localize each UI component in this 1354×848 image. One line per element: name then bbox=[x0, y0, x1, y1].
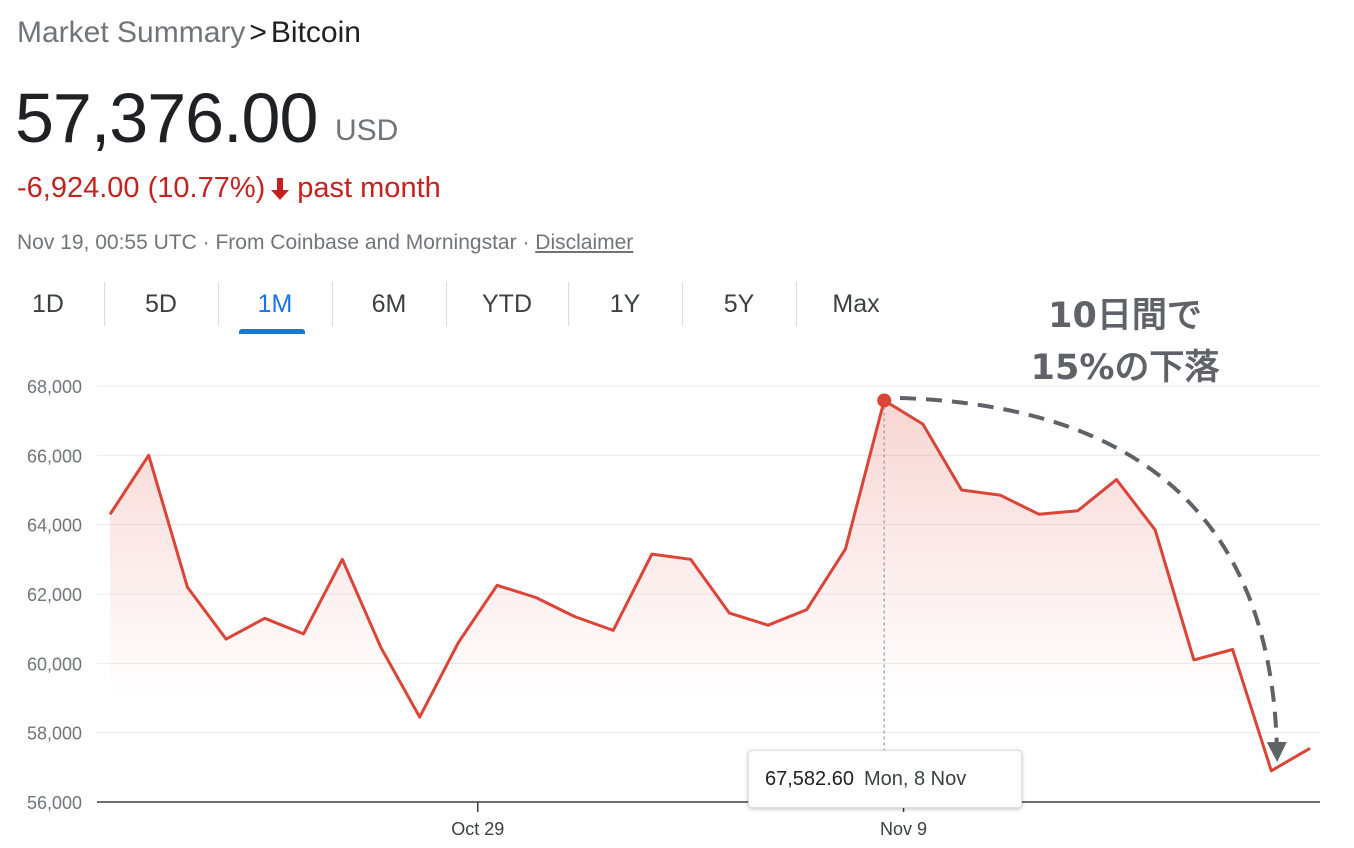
tab-label: 1Y bbox=[609, 290, 641, 318]
annotation-line-2: 15%の下落 bbox=[1030, 348, 1220, 388]
tab-5d[interactable]: 5D bbox=[104, 280, 218, 328]
y-tick-label: 60,000 bbox=[27, 654, 82, 674]
tab-divider bbox=[682, 282, 683, 326]
tab-label: YTD bbox=[482, 290, 532, 318]
y-tick-label: 56,000 bbox=[27, 793, 82, 813]
breadcrumb-current: Bitcoin bbox=[270, 16, 361, 49]
disclaimer-link[interactable]: Disclaimer bbox=[535, 231, 634, 254]
x-axis: Oct 29 Nov 9 bbox=[451, 802, 927, 839]
tab-divider bbox=[796, 282, 797, 326]
arrow-down-icon bbox=[271, 177, 290, 200]
tab-1y[interactable]: 1Y bbox=[568, 280, 682, 328]
breadcrumb-root[interactable]: Market Summary bbox=[17, 16, 246, 49]
tab-1d[interactable]: 1D bbox=[0, 280, 105, 328]
change-percent: (10.77%) bbox=[147, 172, 266, 204]
y-tick-label: 68,000 bbox=[27, 377, 82, 397]
x-tick-label: Nov 9 bbox=[880, 819, 927, 839]
tab-label: 5D bbox=[145, 290, 177, 318]
tab-1m[interactable]: 1M bbox=[218, 280, 332, 334]
tab-divider bbox=[218, 282, 219, 326]
tab-divider bbox=[568, 282, 569, 326]
change-amount: -6,924.00 bbox=[17, 172, 140, 204]
price-area bbox=[110, 400, 1310, 771]
tab-label: 1M bbox=[257, 290, 293, 318]
range-tabs: 1D 5D 1M 6M YTD 1Y 5Y Max bbox=[0, 280, 920, 336]
breadcrumb: Market Summary > Bitcoin bbox=[17, 16, 361, 50]
tab-label: 6M bbox=[371, 290, 407, 318]
chart-tooltip: 67,582.60 Mon, 8 Nov bbox=[748, 750, 1022, 808]
tab-divider bbox=[104, 282, 105, 326]
breadcrumb-separator: > bbox=[249, 16, 267, 49]
tab-label: Max bbox=[832, 290, 880, 318]
active-tab-indicator bbox=[239, 329, 305, 334]
tooltip-date: Mon, 8 Nov bbox=[863, 768, 967, 790]
y-tick-label: 64,000 bbox=[27, 516, 82, 536]
tab-max[interactable]: Max bbox=[799, 280, 913, 328]
y-tick-label: 58,000 bbox=[27, 724, 82, 744]
quote-timestamp: Nov 19, 00:55 UTC bbox=[17, 231, 197, 254]
y-tick-label: 66,000 bbox=[27, 446, 82, 466]
tab-6m[interactable]: 6M bbox=[332, 280, 446, 328]
quote-source: From Coinbase and Morningstar bbox=[215, 231, 517, 254]
tab-ytd[interactable]: YTD bbox=[450, 280, 564, 328]
annotation-arrow bbox=[899, 396, 1287, 762]
change-period: past month bbox=[297, 172, 441, 204]
tab-divider bbox=[332, 282, 333, 326]
tab-label: 1D bbox=[32, 290, 64, 318]
price-currency: USD bbox=[335, 114, 399, 147]
price-value: 57,376.00 bbox=[15, 79, 318, 157]
chart-annotation: 10日間で 15%の下落 bbox=[1000, 290, 1250, 394]
x-tick-label: Oct 29 bbox=[451, 819, 504, 839]
quote-meta: Nov 19, 00:55 UTC · From Coinbase and Mo… bbox=[17, 231, 633, 255]
y-axis: 56,000 58,000 60,000 62,000 64,000 66,000 68,0… bbox=[27, 377, 82, 813]
hover-point bbox=[877, 393, 892, 408]
meta-separator: · bbox=[522, 231, 530, 254]
price-change: -6,924.00 (10.77%) past month bbox=[17, 172, 441, 205]
meta-separator: · bbox=[202, 231, 210, 254]
y-tick-label: 62,000 bbox=[27, 585, 82, 605]
tooltip-value: 67,582.60 bbox=[765, 768, 854, 790]
tab-5y[interactable]: 5Y bbox=[682, 280, 796, 328]
tab-divider bbox=[446, 282, 447, 326]
tab-label: 5Y bbox=[723, 290, 755, 318]
annotation-line-1: 10日間で bbox=[1048, 296, 1202, 336]
price-line bbox=[108, 399, 1311, 773]
